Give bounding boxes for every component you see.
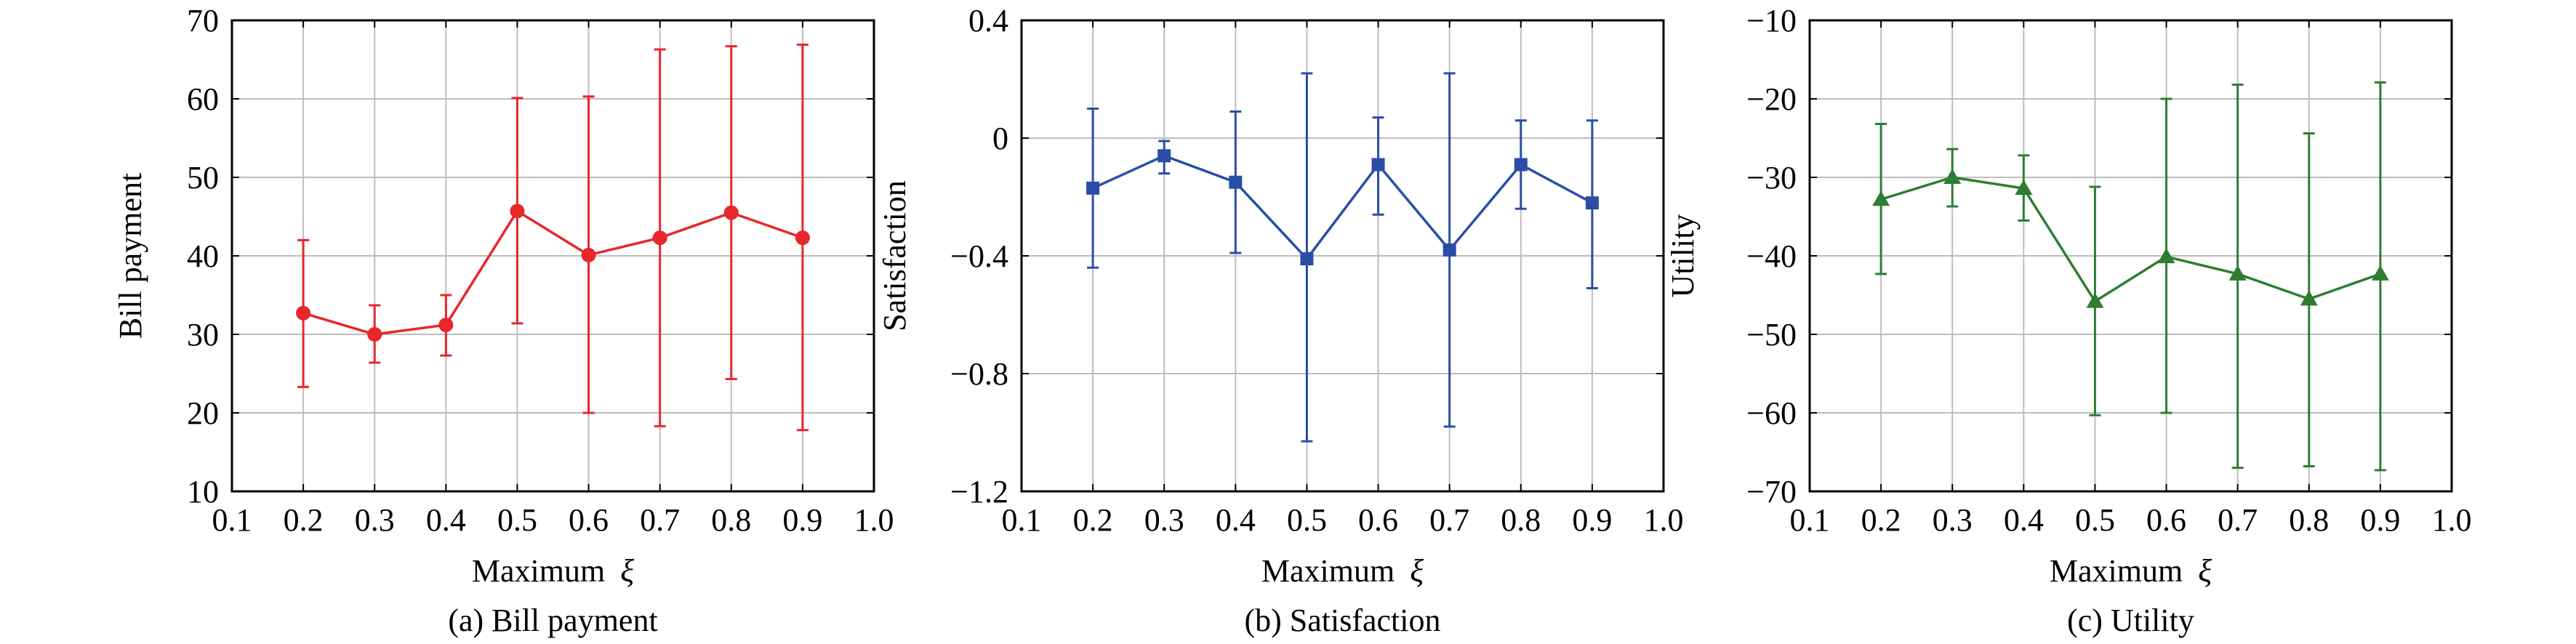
data-point <box>581 247 596 262</box>
data-point <box>1943 169 1962 184</box>
data-point <box>510 204 525 219</box>
x-tick-label: 1.0 <box>854 502 894 538</box>
x-tick-label: 0.9 <box>2360 502 2400 538</box>
x-axis-label: Maximum ξ <box>1261 553 1424 589</box>
x-tick-label: 0.9 <box>1572 502 1612 538</box>
data-point <box>2371 265 2389 281</box>
y-tick-label: −0.8 <box>950 356 1008 392</box>
plot-frame <box>1808 19 2453 493</box>
y-axis-label: Utility <box>1665 214 1701 298</box>
y-tick-label: −70 <box>1746 474 1797 510</box>
x-tick-label: 0.3 <box>1933 502 1973 538</box>
x-tick-label: 0.4 <box>1216 502 1256 538</box>
series-line <box>302 209 803 336</box>
x-tick-label: 0.5 <box>497 502 537 538</box>
x-tick-label: 0.2 <box>284 502 324 538</box>
y-tick-label: 0 <box>992 121 1008 156</box>
y-tick-label: 10 <box>187 474 219 510</box>
x-tick-label: 0.7 <box>2218 502 2258 538</box>
y-tick-label: −10 <box>1746 3 1797 39</box>
x-tick-label: 0.2 <box>1073 502 1113 538</box>
y-tick-label: −30 <box>1746 160 1797 196</box>
x-axis-label-text: Maximum <box>1261 553 1403 589</box>
y-tick-label: 50 <box>187 160 219 196</box>
x-tick-label: 0.4 <box>426 502 466 538</box>
x-axis-label-text: Maximum <box>2050 553 2191 589</box>
x-tick-label: 0.3 <box>1144 502 1184 538</box>
y-tick-label: 70 <box>187 3 219 39</box>
y-tick-label: 60 <box>187 81 219 117</box>
data-point <box>1443 243 1456 257</box>
data-point <box>2228 265 2247 281</box>
data-point <box>652 230 667 246</box>
x-axis-label: Maximum ξ <box>472 553 634 589</box>
plot-frame <box>1020 19 1665 493</box>
data-point <box>2157 248 2175 264</box>
x-axis-label: Maximum ξ <box>2050 553 2212 589</box>
y-tick-label: 30 <box>187 317 219 353</box>
x-axis-label-symbol: ξ <box>1410 553 1424 589</box>
data-point <box>2086 292 2104 308</box>
data-point <box>1157 149 1171 163</box>
x-tick-label: 1.0 <box>2432 502 2472 538</box>
panel-caption: (c) Utility <box>2067 603 2194 638</box>
y-tick-label: −40 <box>1746 238 1797 274</box>
x-axis-label-symbol: ξ <box>620 553 634 589</box>
data-point <box>1585 196 1599 210</box>
x-tick-label: 0.8 <box>711 502 751 538</box>
x-tick-label: 0.6 <box>1358 502 1398 538</box>
panel-caption: (a) Bill payment <box>448 603 657 638</box>
chart-panel-1: 0.1 0.2 0.3 0.4 0.5 0.6 0.7 0.8 0.9 1.0 10 20 30 40 50… <box>113 3 894 638</box>
x-tick-label: 0.3 <box>355 502 395 538</box>
x-tick-label: 1.0 <box>1644 502 1684 538</box>
y-tick-label: −1.2 <box>950 474 1008 510</box>
series-line <box>1880 176 2381 304</box>
data-point <box>1872 190 1890 206</box>
panel-caption: (b) Satisfaction <box>1244 603 1440 638</box>
y-tick-label: 20 <box>187 395 219 431</box>
x-tick-label: 0.1 <box>212 502 252 538</box>
x-tick-label: 0.8 <box>2289 502 2329 538</box>
y-tick-label: 40 <box>187 238 219 274</box>
chart-panel-2: 0.1 0.2 0.3 0.4 0.5 0.6 0.7 0.8 0.9 1.0 −1.2 −0.8 −0… <box>877 3 1684 638</box>
x-axis-label-symbol: ξ <box>2198 553 2212 589</box>
x-tick-label: 0.7 <box>1429 502 1469 538</box>
plot-frame <box>230 19 875 493</box>
y-tick-label: −50 <box>1746 317 1797 353</box>
data-point <box>1300 252 1314 266</box>
data-point <box>438 318 454 333</box>
x-tick-label: 0.5 <box>2075 502 2115 538</box>
data-point <box>795 230 810 246</box>
y-axis-label: Bill payment <box>113 173 148 339</box>
data-point <box>723 205 739 220</box>
data-point <box>367 327 382 342</box>
y-tick-label: 0.4 <box>968 3 1008 39</box>
x-tick-label: 0.9 <box>782 502 822 538</box>
y-tick-label: −20 <box>1746 81 1797 117</box>
x-tick-label: 0.8 <box>1501 502 1541 538</box>
y-tick-label: −0.4 <box>950 238 1008 274</box>
x-axis-label-text: Maximum <box>472 553 613 589</box>
x-tick-label: 0.7 <box>640 502 680 538</box>
y-axis-label: Satisfaction <box>877 180 912 331</box>
x-tick-label: 0.4 <box>2004 502 2044 538</box>
x-tick-label: 0.2 <box>1861 502 1901 538</box>
x-tick-label: 0.1 <box>1002 502 1042 538</box>
chart-panel-3: 0.1 0.2 0.3 0.4 0.5 0.6 0.7 0.8 0.9 1.0 −70 −60 −50 −… <box>1665 3 2472 638</box>
x-tick-label: 0.6 <box>569 502 609 538</box>
x-tick-label: 0.1 <box>1790 502 1830 538</box>
data-point <box>1371 158 1385 172</box>
data-point <box>1514 158 1528 172</box>
y-tick-label: −60 <box>1746 395 1797 431</box>
x-tick-label: 0.6 <box>2146 502 2186 538</box>
x-tick-label: 0.5 <box>1287 502 1327 538</box>
data-point <box>1229 175 1243 189</box>
data-point <box>1086 181 1100 195</box>
data-point <box>296 305 311 321</box>
data-point <box>2015 180 2033 196</box>
series-line <box>1092 154 1593 261</box>
data-point <box>2300 290 2318 306</box>
